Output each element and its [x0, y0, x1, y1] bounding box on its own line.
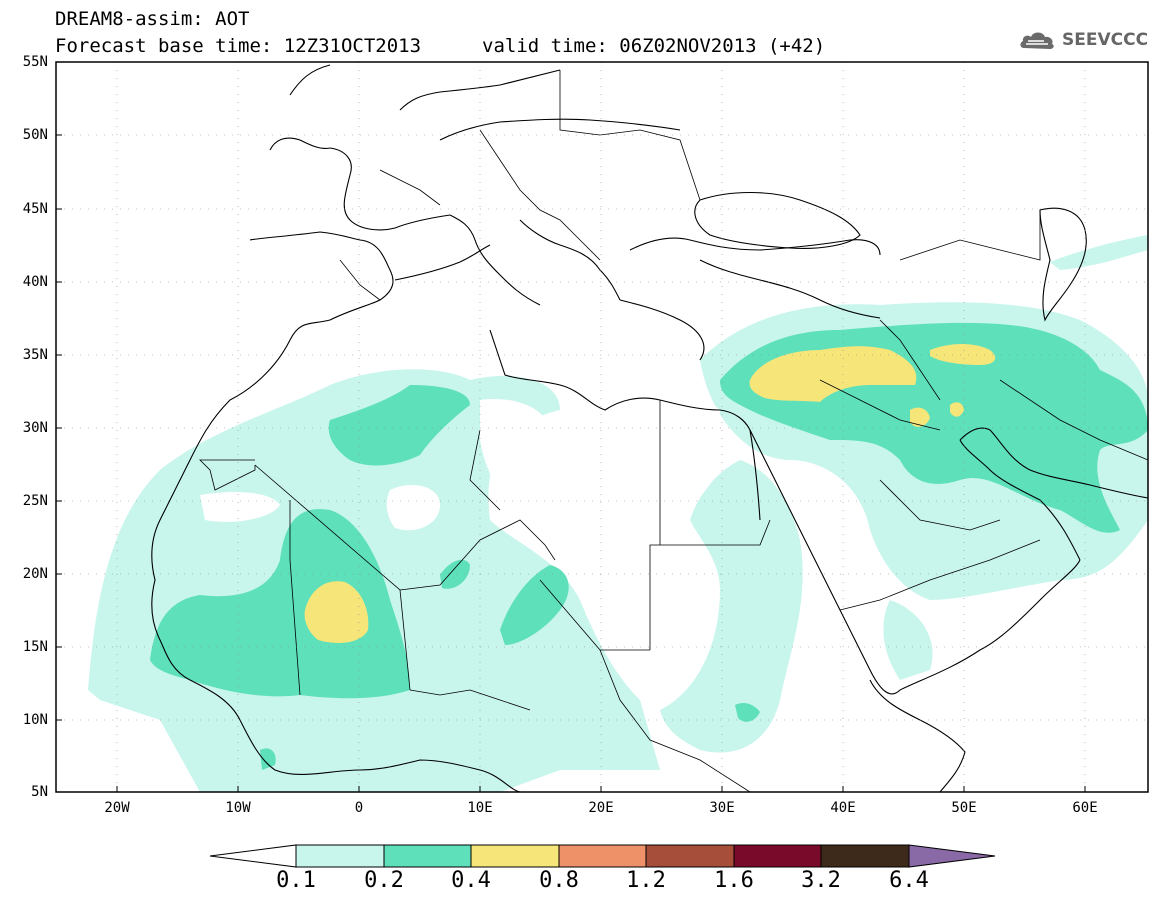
colorbar-label: 0.2: [364, 868, 404, 893]
valid-time: valid time: 06Z02NOV2013 (+42): [482, 35, 826, 57]
colorbar-over: [908, 844, 996, 868]
forecast-base-time: Forecast base time: 12Z31OCT2013: [55, 35, 422, 57]
lat-label-45n: 45N: [22, 201, 48, 217]
colorbar-swatch-2: [383, 844, 472, 868]
colorbar-label: 0.4: [451, 868, 491, 893]
aot-level-0.4: [304, 344, 996, 643]
lon-label-60e: 60E: [1072, 800, 1098, 816]
colorbar-swatch-1: [295, 844, 385, 868]
map-frame: [55, 61, 1149, 793]
coastlines: [151, 64, 1148, 792]
colorbar-swatch-6: [733, 844, 822, 868]
colorbar-swatch-3: [470, 844, 560, 868]
country-borders: [199, 70, 1148, 792]
lat-label-5n: 5N: [31, 784, 48, 800]
lon-label-10e: 10E: [467, 800, 493, 816]
colorbar-label: 0.8: [539, 868, 579, 893]
lon-label-10w: 10W: [225, 800, 251, 816]
colorbar-label: 1.6: [714, 868, 754, 893]
map-title: DREAM8-assim: AOT: [55, 8, 250, 30]
lon-label-20e: 20E: [588, 800, 614, 816]
lat-label-15n: 15N: [22, 639, 48, 655]
lon-label-30e: 30E: [709, 800, 735, 816]
lat-label-10n: 10N: [22, 712, 48, 728]
axis-ticks: [56, 61, 1086, 793]
colorbar-swatch-4: [558, 844, 647, 868]
colorbar-under: [209, 844, 297, 868]
lat-label-35n: 35N: [22, 347, 48, 363]
logo-text: SEEVCCC: [1062, 30, 1149, 50]
lat-label-40n: 40N: [22, 274, 48, 290]
colorbar-label: 1.2: [626, 868, 666, 893]
colorbar-label: 6.4: [889, 868, 929, 893]
lon-label-50e: 50E: [951, 800, 977, 816]
graticule: [56, 62, 1148, 792]
colorbar-swatch-7: [820, 844, 910, 868]
lat-label-20n: 20N: [22, 566, 48, 582]
lon-label-0: 0: [354, 800, 364, 816]
cloud-icon: [1020, 32, 1054, 49]
lat-label-50n: 50N: [22, 127, 48, 143]
lat-label-25n: 25N: [22, 493, 48, 509]
colorbar-swatch-5: [645, 844, 735, 868]
lat-label-55n: 55N: [22, 54, 48, 70]
lat-label-30n: 30N: [22, 420, 48, 436]
lon-label-20w: 20W: [104, 800, 130, 816]
colorbar-label: 0.1: [276, 868, 316, 893]
colorbar-label: 3.2: [801, 868, 841, 893]
colorbar: [209, 844, 996, 868]
lon-label-40e: 40E: [830, 800, 856, 816]
